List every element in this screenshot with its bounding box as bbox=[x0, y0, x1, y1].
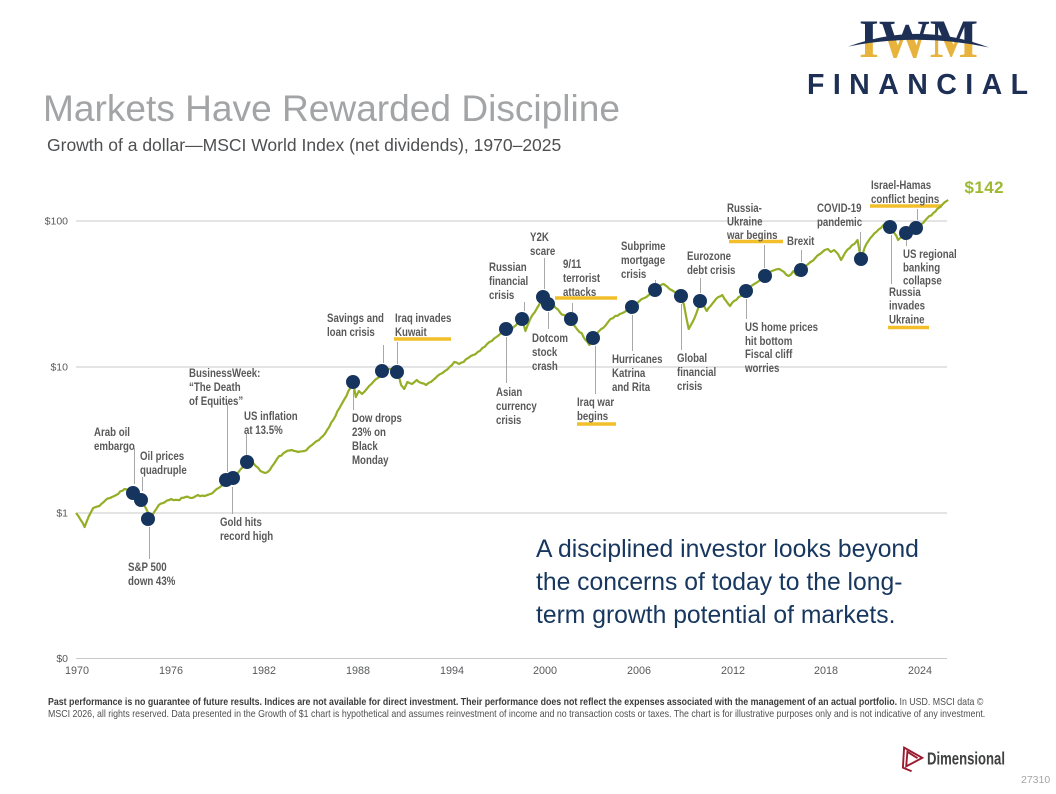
svg-text:9/11: 9/11 bbox=[563, 257, 581, 271]
svg-text:crisis: crisis bbox=[496, 413, 521, 427]
svg-text:currency: currency bbox=[496, 399, 537, 413]
svg-text:Monday: Monday bbox=[352, 453, 389, 467]
svg-text:COVID-19: COVID-19 bbox=[817, 201, 862, 215]
svg-text:1976: 1976 bbox=[159, 665, 183, 677]
svg-text:US inflation: US inflation bbox=[244, 409, 298, 423]
svg-text:hit bottom: hit bottom bbox=[745, 334, 792, 348]
svg-text:1994: 1994 bbox=[440, 665, 464, 677]
svg-text:US regional: US regional bbox=[903, 247, 957, 261]
svg-text:Brexit: Brexit bbox=[787, 234, 814, 248]
svg-text:record high: record high bbox=[220, 529, 273, 543]
svg-text:mortgage: mortgage bbox=[621, 253, 665, 267]
svg-text:scare: scare bbox=[530, 244, 555, 258]
svg-text:Oil prices: Oil prices bbox=[140, 449, 184, 463]
svg-text:crisis: crisis bbox=[677, 379, 702, 393]
svg-text:FINANCIAL: FINANCIAL bbox=[807, 69, 1028, 101]
svg-text:Black: Black bbox=[352, 439, 378, 453]
svg-text:Gold hits: Gold hits bbox=[220, 515, 262, 529]
svg-text:invades: invades bbox=[889, 299, 925, 313]
svg-text:financial: financial bbox=[677, 365, 716, 379]
svg-text:Arab oil: Arab oil bbox=[94, 425, 130, 439]
svg-text:Dimensional: Dimensional bbox=[927, 749, 1005, 769]
svg-text:2006: 2006 bbox=[627, 665, 651, 677]
svg-text:$10: $10 bbox=[50, 362, 68, 374]
svg-text:$100: $100 bbox=[45, 216, 69, 228]
svg-text:quadruple: quadruple bbox=[140, 463, 187, 477]
svg-text:embargo: embargo bbox=[94, 439, 135, 453]
svg-text:financial: financial bbox=[489, 274, 528, 288]
svg-text:2018: 2018 bbox=[814, 665, 838, 677]
svg-text:Eurozone: Eurozone bbox=[687, 249, 731, 263]
svg-text:Dotcom: Dotcom bbox=[532, 331, 568, 345]
svg-text:$1: $1 bbox=[56, 508, 68, 520]
svg-text:Russia-: Russia- bbox=[727, 201, 762, 215]
svg-text:1970: 1970 bbox=[65, 665, 89, 677]
svg-text:Israel-Hamas: Israel-Hamas bbox=[871, 178, 931, 192]
svg-text:debt crisis: debt crisis bbox=[687, 263, 735, 277]
svg-text:crisis: crisis bbox=[489, 288, 514, 302]
svg-text:of Equities”: of Equities” bbox=[189, 394, 243, 408]
svg-text:$0: $0 bbox=[56, 653, 68, 665]
svg-text:Russia: Russia bbox=[889, 285, 921, 299]
svg-text:terrorist: terrorist bbox=[563, 271, 600, 285]
svg-text:attacks: attacks bbox=[563, 285, 596, 299]
svg-text:Fiscal cliff: Fiscal cliff bbox=[745, 347, 793, 361]
svg-text:crisis: crisis bbox=[621, 267, 646, 281]
svg-text:Iraq invades: Iraq invades bbox=[395, 311, 451, 325]
svg-text:Dow drops: Dow drops bbox=[352, 411, 402, 425]
svg-text:begins: begins bbox=[577, 409, 608, 423]
svg-text:2012: 2012 bbox=[721, 665, 745, 677]
svg-text:Katrina: Katrina bbox=[612, 366, 645, 380]
svg-text:Iraq war: Iraq war bbox=[577, 395, 614, 409]
svg-text:1982: 1982 bbox=[252, 665, 276, 677]
svg-text:collapse: collapse bbox=[903, 274, 942, 288]
svg-text:Hurricanes: Hurricanes bbox=[612, 352, 663, 366]
svg-text:2024: 2024 bbox=[908, 665, 932, 677]
svg-text:23% on: 23% on bbox=[352, 425, 386, 439]
svg-text:Global: Global bbox=[677, 351, 707, 365]
svg-text:$142: $142 bbox=[965, 178, 1005, 197]
svg-text:Ukraine: Ukraine bbox=[889, 312, 925, 326]
svg-text:war begins: war begins bbox=[726, 228, 777, 242]
svg-text:Asian: Asian bbox=[496, 385, 522, 399]
svg-text:Subprime: Subprime bbox=[621, 239, 666, 253]
svg-text:pandemic: pandemic bbox=[817, 215, 862, 229]
svg-text:Ukraine: Ukraine bbox=[727, 215, 763, 229]
svg-text:S&P 500: S&P 500 bbox=[128, 560, 167, 574]
svg-text:and Rita: and Rita bbox=[612, 380, 650, 394]
svg-text:1988: 1988 bbox=[346, 665, 370, 677]
svg-text:loan crisis: loan crisis bbox=[327, 325, 375, 339]
svg-text:stock: stock bbox=[532, 345, 557, 359]
svg-text:“The Death: “The Death bbox=[189, 380, 241, 394]
svg-text:at 13.5%: at 13.5% bbox=[244, 423, 283, 437]
svg-text:US home prices: US home prices bbox=[745, 320, 818, 334]
svg-text:2000: 2000 bbox=[533, 665, 557, 677]
svg-text:Russian: Russian bbox=[489, 260, 527, 274]
svg-text:down 43%: down 43% bbox=[128, 574, 175, 588]
svg-text:Y2K: Y2K bbox=[530, 230, 549, 244]
svg-text:banking: banking bbox=[903, 260, 940, 274]
svg-text:crash: crash bbox=[532, 359, 558, 373]
svg-text:worries: worries bbox=[744, 361, 779, 375]
svg-text:BusinessWeek:: BusinessWeek: bbox=[189, 366, 260, 380]
svg-text:Kuwait: Kuwait bbox=[395, 325, 427, 339]
svg-text:conflict begins: conflict begins bbox=[871, 192, 939, 206]
svg-text:Savings and: Savings and bbox=[327, 311, 384, 325]
